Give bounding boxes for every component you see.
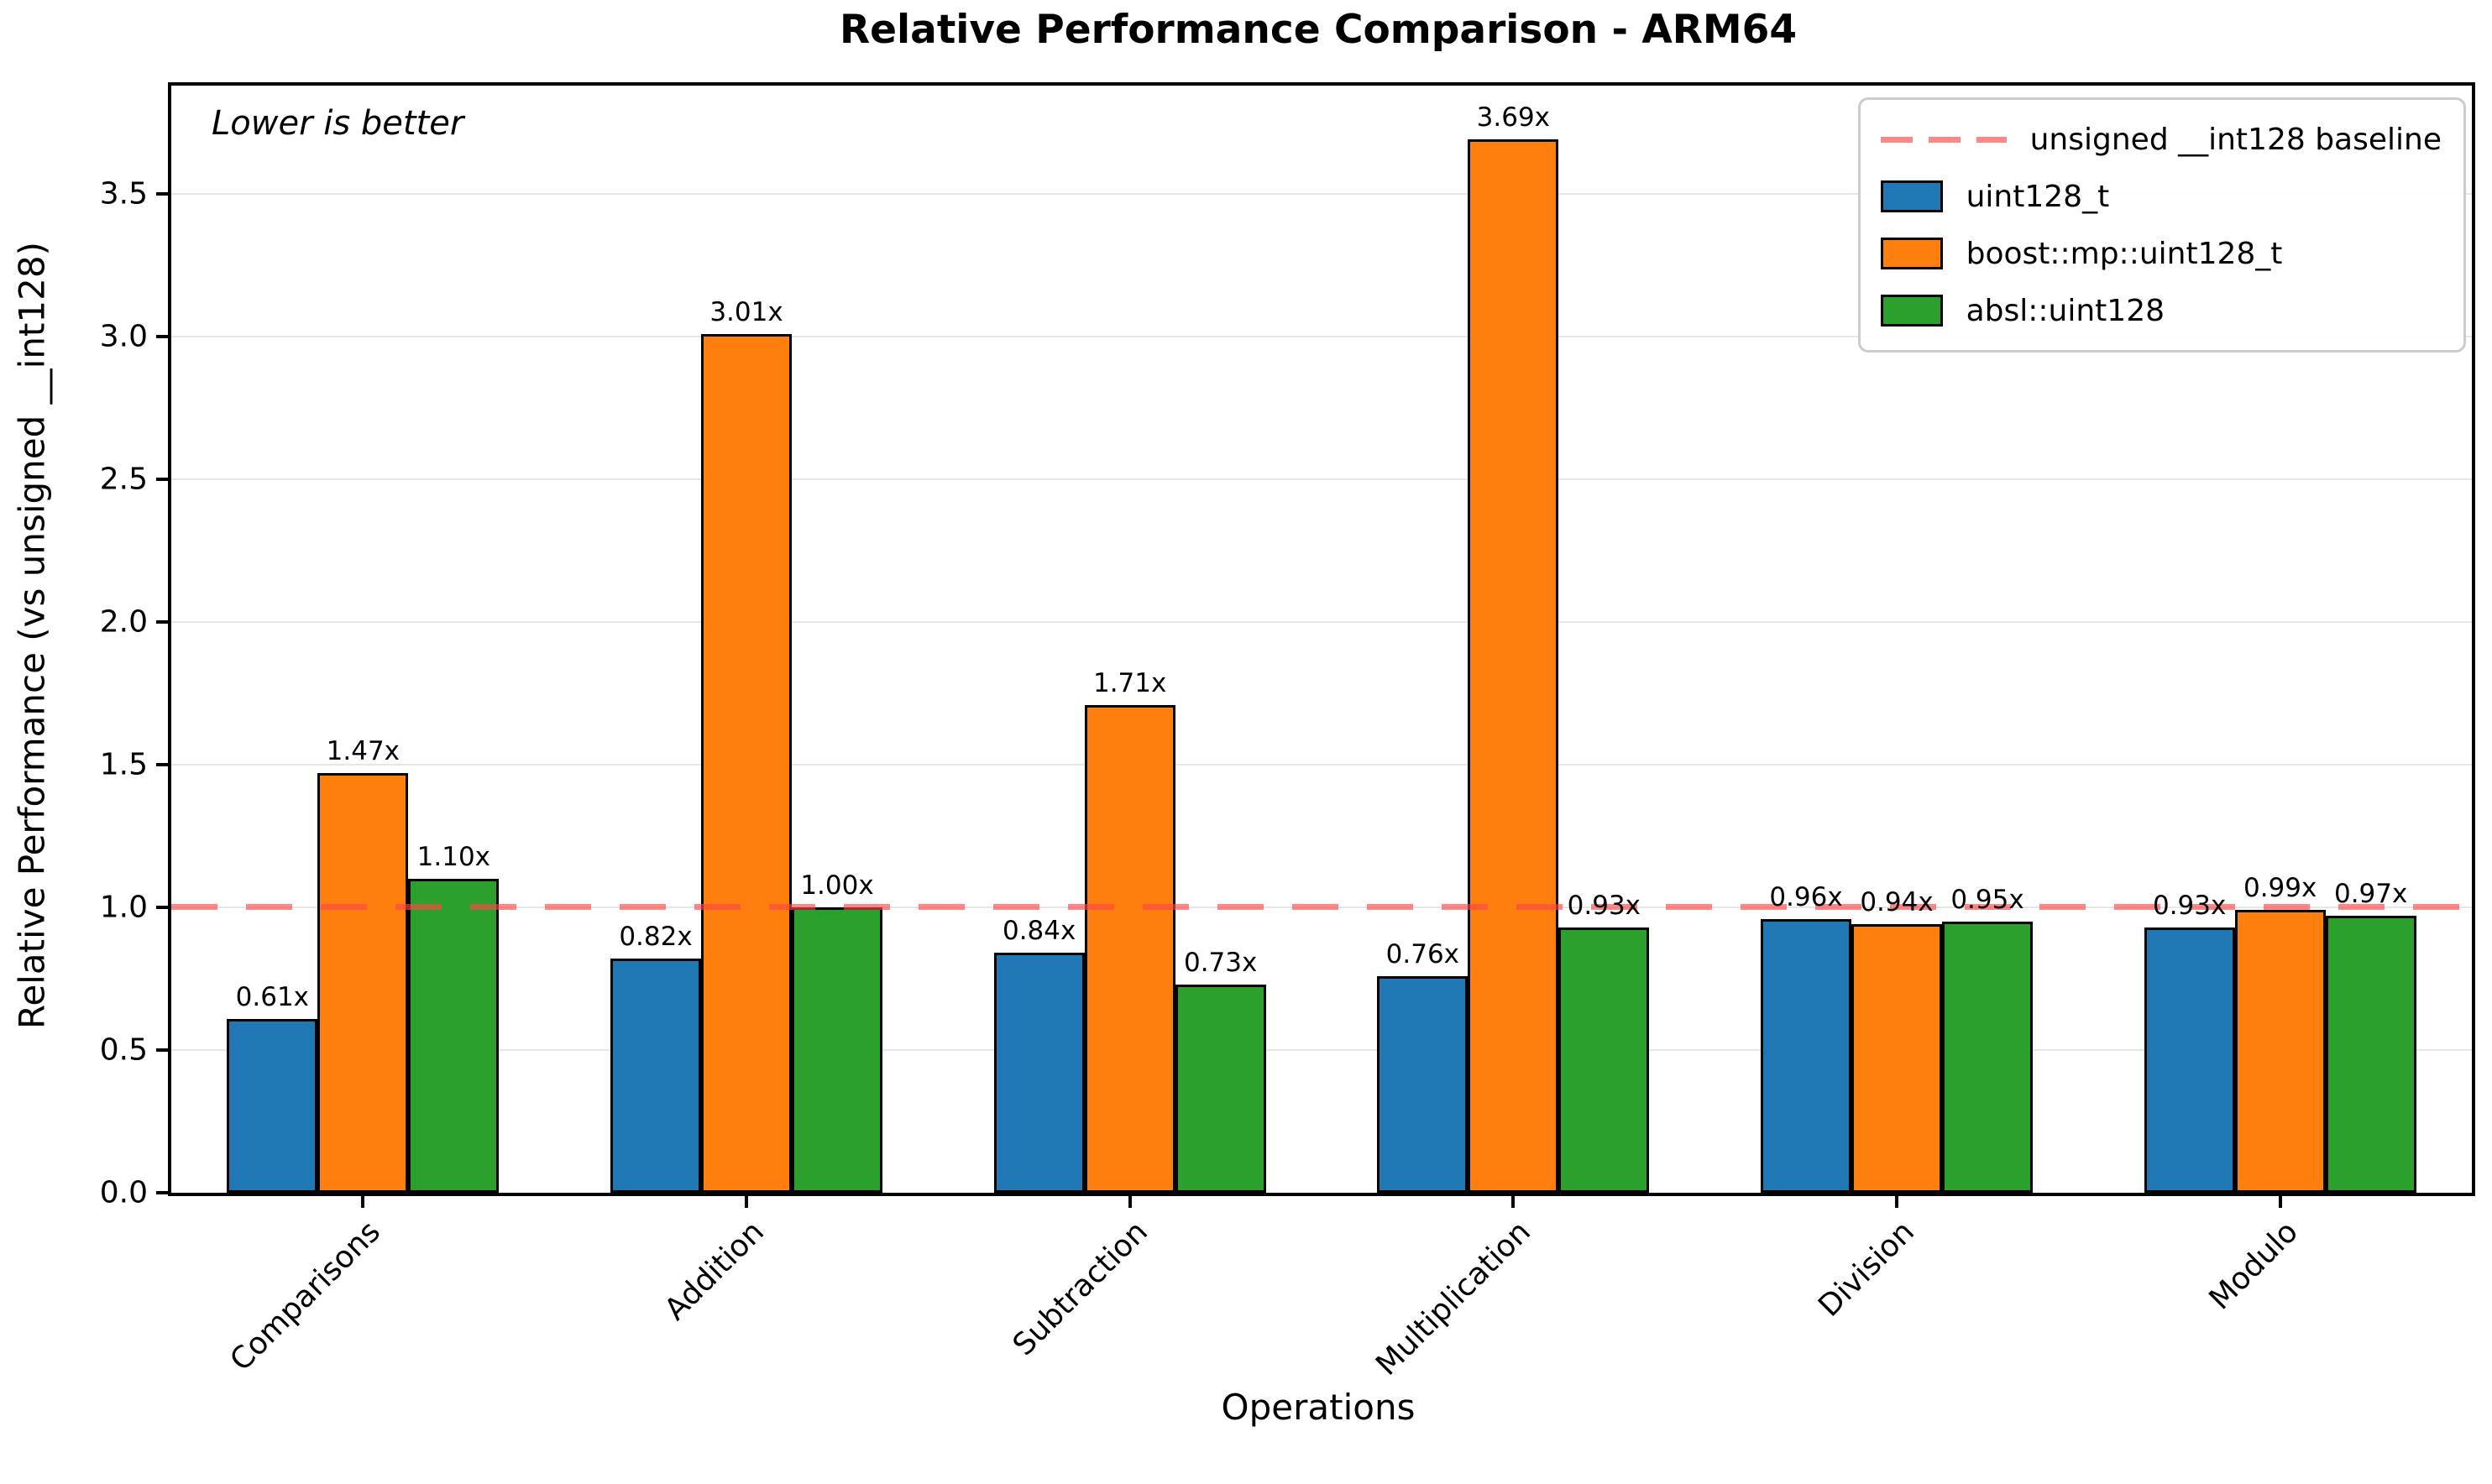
bar-uint128_t-Subtraction <box>993 953 1085 1193</box>
bar-value-label: 0.93x <box>1567 890 1641 921</box>
y-tick-mark <box>156 334 171 338</box>
bar-value-label: 0.76x <box>1385 938 1460 969</box>
bar-boost::mp::uint128_t-Comparisons <box>317 773 409 1193</box>
gridline-y-3.0 <box>171 335 2472 337</box>
x-axis-label: Operations <box>1221 1387 1416 1428</box>
bar-uint128_t-Division <box>1761 918 1851 1193</box>
bar-absl::uint128-Comparisons <box>408 878 500 1193</box>
bar-absl::uint128-Addition <box>792 907 882 1193</box>
legend-label-series: absl::uint128 <box>1966 293 2165 328</box>
bar-uint128_t-Modulo <box>2144 927 2235 1193</box>
bar-uint128_t-Multiplication <box>1377 975 1468 1193</box>
baseline-dash-sample-icon <box>1880 136 2007 143</box>
bar-value-label: 0.82x <box>619 922 693 953</box>
bar-absl::uint128-Modulo <box>2325 916 2416 1193</box>
y-tick-mark <box>156 1191 171 1194</box>
legend-row-boost::mp::uint128_t: boost::mp::uint128_t <box>1880 229 2442 278</box>
legend-row-absl::uint128: absl::uint128 <box>1880 286 2442 335</box>
bar-value-label: 0.99x <box>2243 873 2317 904</box>
x-tick-label-Modulo: Modulo <box>2202 1215 2305 1317</box>
y-tick-label: 1.5 <box>99 747 148 782</box>
x-tick-mark <box>361 1193 365 1208</box>
y-tick-mark <box>156 191 171 196</box>
y-tick-label: 0.5 <box>99 1032 148 1068</box>
bar-boost::mp::uint128_t-Addition <box>701 333 792 1193</box>
bar-value-label: 1.47x <box>326 736 400 767</box>
bar-value-label: 0.84x <box>1002 916 1076 947</box>
bar-value-label: 1.00x <box>800 870 874 901</box>
legend-swatch-icon <box>1880 295 1943 327</box>
legend-label-baseline: unsigned __int128 baseline <box>2029 122 2442 157</box>
bar-value-label: 0.95x <box>1950 884 2024 915</box>
y-tick-mark <box>156 619 171 624</box>
legend-swatch-icon <box>1880 238 1943 269</box>
y-tick-label: 2.0 <box>99 604 148 640</box>
bar-value-label: 0.96x <box>1769 881 1843 912</box>
bar-boost::mp::uint128_t-Subtraction <box>1084 704 1175 1193</box>
legend-label-series: uint128_t <box>1966 179 2110 214</box>
bar-boost::mp::uint128_t-Modulo <box>2234 910 2326 1193</box>
plot-area: 0.61x 1.47x 1.10x 0.82x 3.01x 1.00x 0.84x 1.71x… <box>100 82 2475 1382</box>
gridline-y-2.0 <box>171 620 2472 623</box>
bar-absl::uint128-Multiplication <box>1558 927 1650 1193</box>
legend-label-series: boost::mp::uint128_t <box>1966 236 2283 271</box>
y-tick-label: 3.5 <box>99 176 148 212</box>
bar-value-label: 0.93x <box>2152 890 2227 921</box>
y-tick-label: 1.0 <box>99 890 148 925</box>
legend-row-uint128_t: uint128_t <box>1880 172 2442 221</box>
bar-value-label: 0.94x <box>1860 887 1934 918</box>
gridline-y-0.5 <box>171 1048 2472 1051</box>
bar-value-label: 1.71x <box>1092 667 1167 698</box>
x-tick-label-Comparisons: Comparisons <box>223 1215 388 1378</box>
bar-absl::uint128-Division <box>1942 921 2033 1193</box>
x-tick-mark <box>745 1193 748 1208</box>
baseline-line <box>171 903 2472 910</box>
y-tick-label: 3.0 <box>99 319 148 354</box>
x-tick-mark <box>2278 1193 2282 1208</box>
bar-uint128_t-Comparisons <box>227 1018 318 1193</box>
bar-boost::mp::uint128_t-Multiplication <box>1468 139 1559 1193</box>
gridline-y-3.5 <box>171 192 2472 195</box>
chart-title: Relative Performance Comparison - ARM64 <box>839 7 1798 53</box>
x-tick-mark <box>1128 1193 1132 1208</box>
y-tick-label: 0.0 <box>99 1175 148 1210</box>
bar-value-label: 0.97x <box>2333 879 2408 910</box>
y-tick-mark <box>156 477 171 481</box>
bar-value-label: 0.73x <box>1183 947 1258 978</box>
x-tick-mark <box>1511 1193 1516 1208</box>
bar-value-label: 1.10x <box>416 841 491 872</box>
legend-swatch-icon <box>1880 180 1943 212</box>
y-tick-mark <box>156 762 171 766</box>
legend-row-baseline: unsigned __int128 baseline <box>1880 115 2442 164</box>
y-tick-mark <box>156 905 171 909</box>
bar-value-label: 3.69x <box>1476 102 1551 133</box>
y-tick-mark <box>156 1048 171 1052</box>
gridline-y-1.5 <box>171 763 2472 766</box>
x-tick-label-Multiplication: Multiplication <box>1369 1215 1538 1382</box>
x-tick-label-Subtraction: Subtraction <box>1006 1215 1154 1363</box>
gridline-y-2.5 <box>171 478 2472 480</box>
x-tick-mark <box>1895 1193 1898 1208</box>
x-tick-label-Division: Division <box>1812 1215 1921 1324</box>
bar-value-label: 3.01x <box>709 296 783 327</box>
x-tick-label-Addition: Addition <box>657 1215 771 1328</box>
y-tick-label: 2.5 <box>99 462 148 497</box>
annotation-lower-is-better: Lower is better <box>212 104 464 143</box>
bar-absl::uint128-Subtraction <box>1175 984 1266 1193</box>
y-axis-label: Relative Performance (vs unsigned __int1… <box>11 242 53 1029</box>
bar-uint128_t-Addition <box>610 959 701 1193</box>
bar-boost::mp::uint128_t-Division <box>1851 924 1942 1193</box>
bar-value-label: 0.61x <box>235 981 310 1012</box>
